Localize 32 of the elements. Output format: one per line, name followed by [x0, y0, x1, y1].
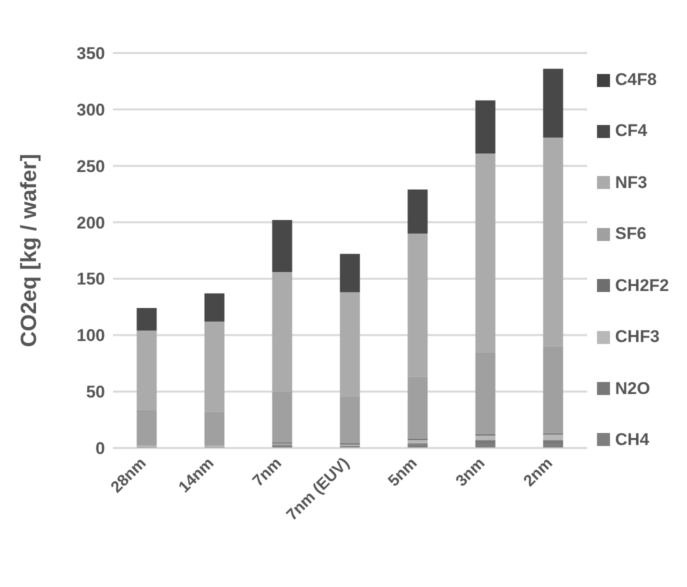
bar	[543, 68, 564, 138]
bar	[543, 434, 564, 440]
legend-label: C4F8	[615, 70, 657, 90]
y-tick-label: 250	[76, 156, 105, 176]
x-tick-label: 3nm	[453, 454, 488, 490]
bar	[136, 308, 157, 331]
legend-label: CH2F2	[615, 276, 669, 296]
bar	[475, 440, 496, 444]
bar	[543, 440, 564, 444]
bar	[272, 220, 292, 272]
bar	[475, 436, 496, 440]
y-tick-label: 0	[96, 439, 105, 458]
y-tick-label: 50	[86, 382, 105, 402]
legend-label: NF3	[615, 172, 648, 193]
bar	[408, 190, 428, 234]
legend-label: N2O	[615, 378, 650, 399]
y-tick-label: 100	[76, 326, 105, 346]
bar	[408, 440, 428, 444]
bar	[475, 100, 496, 154]
bar	[204, 293, 224, 322]
legend-label: CF4	[615, 121, 648, 142]
y-axis-title: CO2eq [kg / wafer]	[16, 154, 41, 348]
legend-label: CH4	[615, 430, 650, 450]
y-tick-label: 300	[76, 100, 105, 120]
x-tick-label: 7nm	[250, 454, 286, 490]
legend-label: SF6	[615, 224, 646, 244]
bar	[340, 254, 360, 292]
y-tick-label: 150	[76, 270, 105, 289]
y-tick-label: 200	[76, 213, 105, 232]
legend-label: CHF3	[615, 327, 660, 348]
x-tick-label: 5nm	[385, 454, 421, 490]
y-tick-label: 350	[76, 44, 105, 64]
